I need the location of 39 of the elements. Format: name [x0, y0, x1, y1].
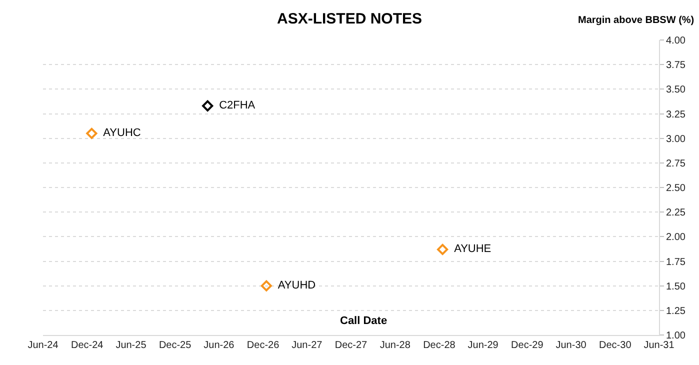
x-tick-label: Jun-27 [292, 340, 323, 351]
point [260, 280, 272, 292]
chart-title: ASX-LISTED NOTES [276, 10, 422, 28]
x-tick-label: Dec-28 [423, 340, 456, 351]
series-label: AYUHC [97, 127, 141, 140]
y-tick-label: 2.00 [666, 232, 686, 244]
y-tick-label: 2.25 [666, 208, 686, 219]
y-tick-label: 3.00 [666, 134, 686, 145]
x-tick-label: Dec-25 [158, 340, 192, 351]
x-tick-label: Jun-24 [28, 340, 59, 351]
x-tick-label: Dec-26 [246, 340, 280, 351]
point [86, 128, 98, 139]
x-tick-label: Jun-26 [204, 340, 235, 351]
x-tick-label: Jun-30 [556, 340, 587, 351]
point [202, 100, 214, 112]
y-tick-label: 3.50 [666, 84, 686, 96]
y-tick-label: 1.00 [666, 330, 686, 342]
y-tick-label: 2.50 [666, 183, 686, 194]
x-tick-label: Dec-29 [511, 340, 544, 351]
x-tick-label: Jun-28 [380, 340, 411, 351]
y-tick-label: 1.75 [666, 256, 686, 268]
series-label: AYUHD [272, 280, 316, 292]
x-tick-label: Jun-31 [644, 340, 675, 351]
y-tick-label: 3.75 [666, 60, 686, 72]
x-axis-title: Call Date [340, 315, 388, 327]
y-tick-label: 4.00 [666, 36, 686, 46]
x-tick-label: Jun-29 [468, 340, 499, 351]
series-label: AYUHE [448, 243, 492, 256]
x-tick-label: Jun-25 [116, 340, 147, 351]
y-tick-label: 3.25 [666, 109, 686, 120]
y-tick-label: 2.75 [666, 158, 686, 170]
y-tick-label: 1.25 [666, 306, 686, 317]
y-axis-title: Margin above BBSW (%) [578, 15, 694, 26]
x-tick-label: Dec-30 [599, 340, 632, 351]
series-label: C2FHA [212, 100, 256, 112]
point [437, 244, 448, 255]
y-tick-label: 1.50 [666, 281, 686, 292]
x-tick-label: Dec-24 [70, 340, 104, 351]
x-tick-label: Dec-27 [334, 340, 368, 351]
